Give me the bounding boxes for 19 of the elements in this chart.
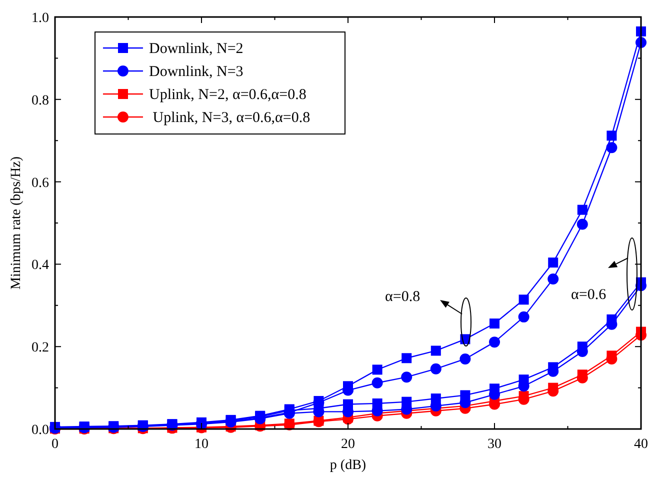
x-tick-label: 20 — [341, 437, 355, 452]
x-tick-label: 30 — [488, 437, 502, 452]
x-tick-label: 10 — [194, 437, 208, 452]
y-tick-label: 1.0 — [32, 11, 49, 26]
legend-label: Downlink, N=3 — [149, 64, 244, 80]
legend-label: Downlink, N=2 — [149, 41, 244, 57]
y-tick-label: 0.8 — [32, 93, 49, 108]
y-tick-label: 0.0 — [32, 423, 49, 438]
x-axis-title: p (dB) — [330, 458, 366, 473]
y-tick-label: 0.4 — [32, 258, 49, 274]
legend-label: Uplink, N=2, α=0.6,α=0.8 — [149, 87, 306, 103]
y-tick-label: 0.2 — [32, 340, 49, 356]
x-tick-label: 0 — [52, 437, 58, 452]
annotation: α=0.6 — [571, 287, 607, 303]
y-axis-title: Minimum rate (bps/Hz) — [9, 156, 24, 290]
annotation: α=0.8 — [385, 289, 420, 305]
y-tick-label: 0.6 — [32, 176, 49, 191]
x-tick-label: 40 — [634, 437, 648, 452]
legend-label: Uplink, N=3, α=0.6,α=0.8 — [149, 110, 310, 126]
